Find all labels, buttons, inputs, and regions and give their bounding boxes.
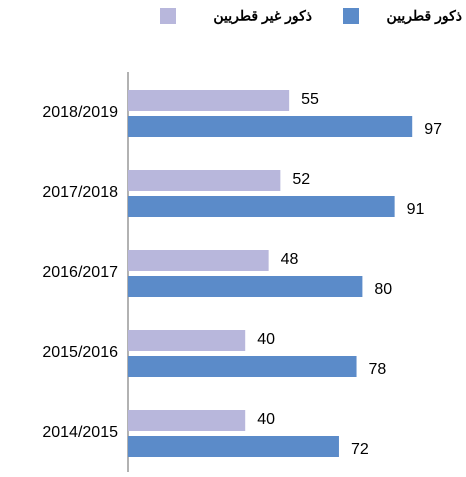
- value-label: 55: [301, 91, 319, 108]
- bar: [128, 276, 363, 297]
- legend-swatch: [343, 8, 359, 24]
- bar: [128, 356, 357, 377]
- value-label: 80: [374, 281, 392, 298]
- value-label: 91: [407, 201, 425, 218]
- bar: [128, 410, 246, 431]
- bar: [128, 116, 413, 137]
- value-label: 78: [369, 361, 387, 378]
- value-label: 48: [281, 251, 299, 268]
- value-label: 97: [424, 121, 442, 138]
- category-label: 2014/2015: [42, 424, 118, 441]
- bar: [128, 170, 281, 191]
- value-label: 40: [257, 331, 275, 348]
- legend-label: ذكور غير قطريين: [213, 8, 312, 25]
- value-label: 72: [351, 441, 369, 458]
- legend-label: ذكور قطريين: [387, 8, 462, 25]
- value-label: 52: [292, 171, 310, 188]
- bar: [128, 436, 339, 457]
- bar: [128, 90, 290, 111]
- value-label: 40: [257, 411, 275, 428]
- legend-swatch: [160, 8, 176, 24]
- category-label: 2016/2017: [42, 264, 118, 281]
- bar: [128, 250, 269, 271]
- category-label: 2018/2019: [42, 104, 118, 121]
- bar: [128, 330, 246, 351]
- category-label: 2015/2016: [42, 344, 118, 361]
- bar: [128, 196, 395, 217]
- category-label: 2017/2018: [42, 184, 118, 201]
